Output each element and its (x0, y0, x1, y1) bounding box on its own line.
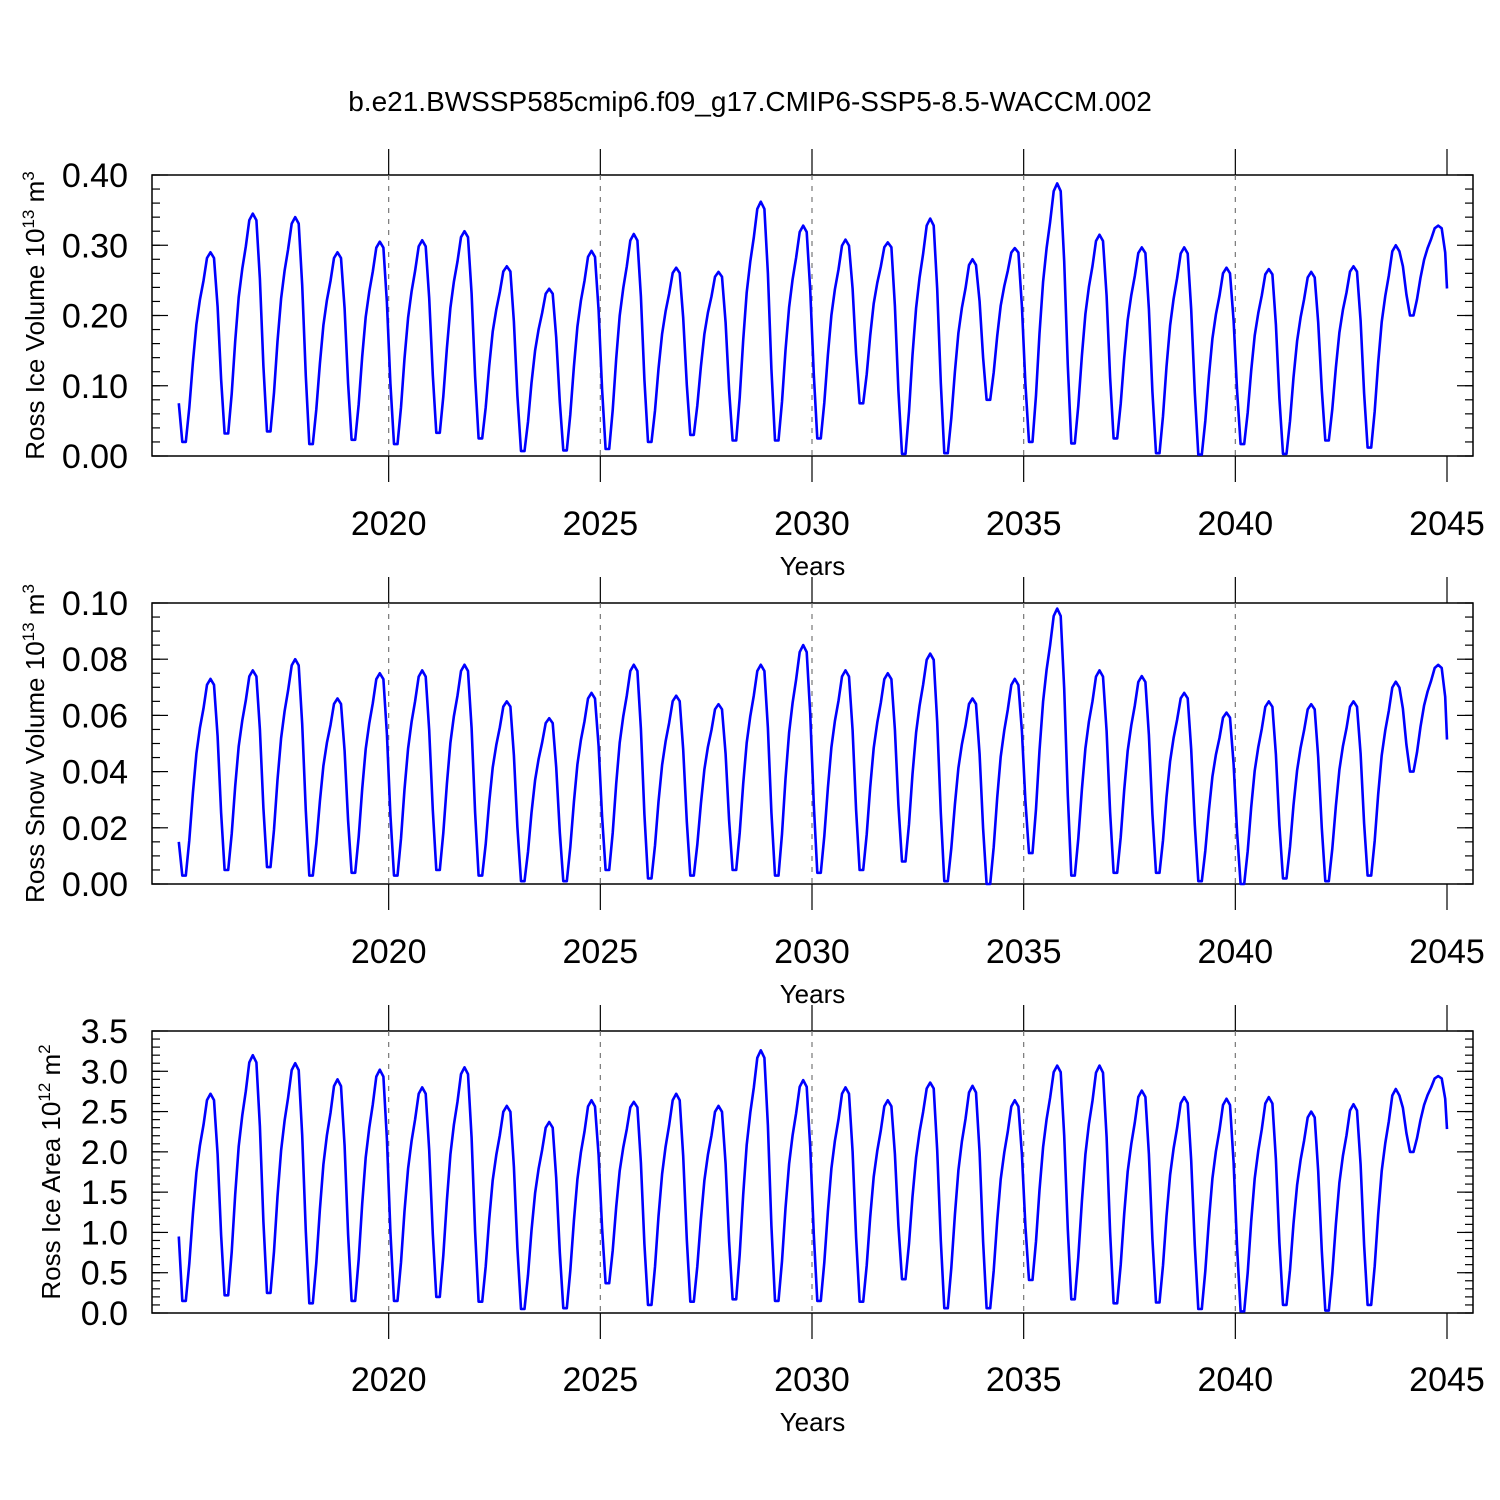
x-tick-label: 2030 (774, 933, 850, 971)
chart-panel-2: 0.00 0.02 0.04 0.06 0.08 0.10 2020 2025 2030 2035… (19, 577, 1485, 1009)
figure-title: b.e21.BWSSP585cmip6.f09_g17.CMIP6-SSP5-8… (348, 86, 1152, 117)
y-axis-title-exponent: 13 (19, 622, 38, 641)
y-tick-label: 1.0 (81, 1214, 128, 1252)
y-axis-title-exponent: 12 (35, 1083, 54, 1102)
y-tick-label: 3.0 (81, 1053, 128, 1091)
y-axis-title-unit-exponent: 3 (19, 584, 38, 593)
y-axis-title-unit: m (36, 1054, 66, 1083)
y-axis-title-exponent: 13 (19, 210, 38, 229)
y-tick-label: 0.02 (62, 810, 128, 848)
x-tick-label: 2045 (1409, 1361, 1485, 1399)
x-tick-label: 2035 (986, 1361, 1062, 1399)
x-axis-title: Years (780, 551, 846, 581)
x-tick-label: 2020 (351, 1361, 427, 1399)
y-tick-label: 1.5 (81, 1174, 128, 1212)
y-axis-title-unit-exponent: 3 (19, 171, 38, 180)
y-tick-label: 0.06 (62, 697, 128, 735)
x-tick-label: 2025 (563, 933, 639, 971)
y-tick-label: 0.04 (62, 754, 128, 792)
y-tick-label: 0.10 (62, 368, 128, 406)
chart-panel-3: 0.00.51.01.52.02.53.03.5 2020 2025 2030 2035… (35, 1005, 1485, 1437)
x-tick-label: 2035 (986, 933, 1062, 971)
series-line-ross-ice-area (177, 1049, 1449, 1313)
y-tick-label: 0.00 (62, 438, 128, 476)
x-tick-label: 2030 (774, 1361, 850, 1399)
x-tick-label: 2040 (1198, 1361, 1274, 1399)
y-axis-title: Ross Ice Area 1012 m2 (35, 1044, 66, 1299)
x-tick-label: 2045 (1409, 505, 1485, 543)
x-tick-label: 2040 (1198, 933, 1274, 971)
x-tick-label: 2045 (1409, 933, 1485, 971)
x-tick-label: 2020 (351, 933, 427, 971)
x-axis-title: Years (780, 979, 846, 1009)
series-line-ross-ice-volume (177, 182, 1449, 456)
y-tick-label: 3.5 (81, 1013, 128, 1051)
y-axis-title: Ross Snow Volume 1013 m3 (19, 584, 50, 903)
x-tick-label: 2040 (1198, 505, 1274, 543)
x-tick-label: 2020 (351, 505, 427, 543)
y-axis-title: Ross Ice Volume 1013 m3 (19, 171, 50, 460)
chart-panels: 0.00 0.10 0.20 0.30 0.40 2020 2025 2030 2035 2040… (19, 149, 1485, 1437)
y-tick-label: 0.00 (62, 866, 128, 904)
y-tick-label: 0.5 (81, 1255, 128, 1293)
series-line-ross-snow-volume (177, 607, 1449, 886)
y-tick-label: 2.0 (81, 1134, 128, 1172)
y-tick-label: 0.30 (62, 227, 128, 265)
y-tick-label: 0.10 (62, 585, 128, 623)
x-tick-label: 2030 (774, 505, 850, 543)
y-tick-label: 0.0 (81, 1295, 128, 1333)
y-axis-title-main: Ross Ice Area 10 (36, 1102, 66, 1300)
x-tick-label: 2035 (986, 505, 1062, 543)
y-axis-title-unit: m (20, 181, 50, 210)
y-tick-label: 0.20 (62, 298, 128, 336)
x-tick-label: 2025 (563, 505, 639, 543)
y-tick-label: 0.08 (62, 641, 128, 679)
x-axis-title: Years (780, 1407, 846, 1437)
y-axis-title-main: Ross Snow Volume 10 (20, 641, 50, 903)
y-tick-label: 2.5 (81, 1094, 128, 1132)
y-tick-label: 0.40 (62, 157, 128, 195)
chart-panel-1: 0.00 0.10 0.20 0.30 0.40 2020 2025 2030 2035 2040… (19, 149, 1485, 581)
y-axis-title-main: Ross Ice Volume 10 (20, 229, 50, 460)
y-axis-title-unit: m (20, 594, 50, 623)
x-tick-label: 2025 (563, 1361, 639, 1399)
y-axis-title-unit-exponent: 2 (35, 1044, 54, 1053)
